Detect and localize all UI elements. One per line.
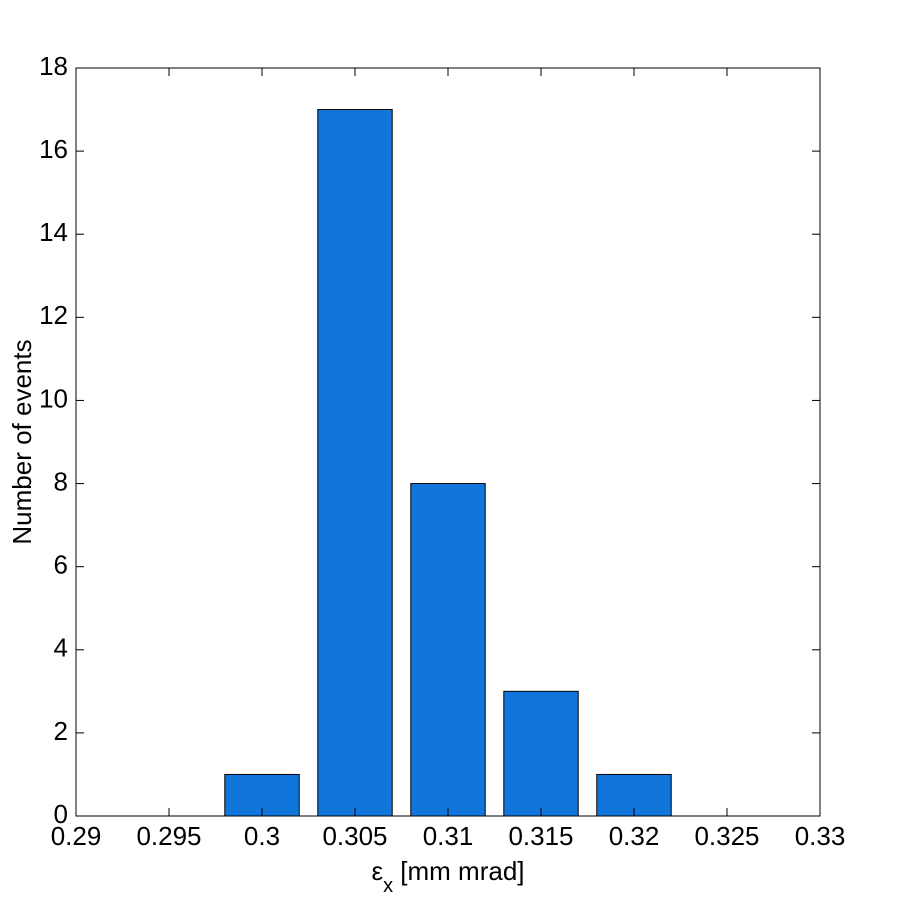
- y-axis-label: Number of events: [7, 339, 37, 544]
- x-tick-label: 0.32: [609, 821, 660, 851]
- x-tick-label: 0.305: [322, 821, 387, 851]
- x-tick-label: 0.33: [795, 821, 846, 851]
- x-axis-label: εx [mm mrad]: [371, 856, 524, 897]
- x-tick-label: 0.295: [136, 821, 201, 851]
- y-tick-label: 0: [54, 799, 68, 829]
- bar: [410, 483, 486, 816]
- y-tick-label: 6: [54, 550, 68, 580]
- x-tick-label: 0.29: [51, 821, 102, 851]
- y-tick-label: 8: [54, 466, 68, 496]
- y-tick-label: 2: [54, 716, 68, 746]
- x-label-sub: x: [383, 875, 393, 897]
- y-tick-label: 4: [54, 633, 68, 663]
- x-label-symbol: ε: [371, 856, 383, 886]
- x-label-rest: [mm mrad]: [393, 856, 524, 886]
- y-tick-label: 12: [39, 300, 68, 330]
- axes-box: [75, 67, 821, 817]
- bar: [503, 690, 579, 816]
- x-tick-label: 0.315: [508, 821, 573, 851]
- x-tick-label: 0.31: [423, 821, 474, 851]
- y-tick-label: 18: [39, 51, 68, 81]
- x-tick-label: 0.325: [694, 821, 759, 851]
- y-tick-label: 10: [39, 383, 68, 413]
- y-tick-label: 14: [39, 217, 68, 247]
- y-tick-label: 16: [39, 134, 68, 164]
- bar: [317, 109, 393, 816]
- plot-area: [224, 109, 672, 816]
- x-tick-label: 0.3: [244, 821, 280, 851]
